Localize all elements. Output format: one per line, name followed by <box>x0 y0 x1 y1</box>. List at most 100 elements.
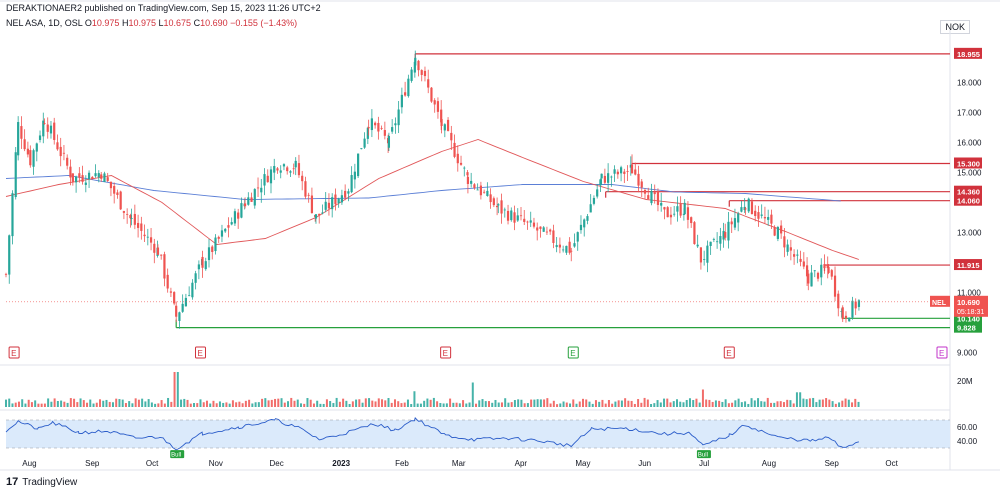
volume-bar <box>808 398 811 407</box>
volume-bar <box>173 372 176 407</box>
volume-bar <box>34 400 37 407</box>
volume-bar <box>257 402 260 407</box>
candle-body <box>417 60 420 71</box>
candle-body <box>724 232 727 238</box>
candle-body <box>211 246 214 253</box>
candle-body <box>555 245 558 248</box>
volume-bar <box>264 398 267 407</box>
candle-body <box>263 174 266 186</box>
candle-body <box>224 228 227 232</box>
volume-bar <box>345 400 348 407</box>
volume-bar <box>290 397 293 407</box>
candle-body <box>669 214 673 218</box>
volume-bar <box>543 399 546 407</box>
candle-body <box>516 215 519 221</box>
volume-bar <box>137 399 140 407</box>
volume-bar <box>66 402 69 407</box>
volume-bar <box>449 398 452 407</box>
candle-body <box>446 119 450 131</box>
volume-bar <box>118 399 121 407</box>
candle-body <box>497 204 500 206</box>
candle-body <box>292 168 295 170</box>
volume-bar <box>92 403 95 407</box>
candle-body <box>696 244 699 247</box>
volume-bar <box>8 398 11 407</box>
candle-body <box>204 261 207 270</box>
volume-bar <box>163 403 166 407</box>
footer: 17 TradingView <box>6 476 77 488</box>
moving-average-line <box>5 139 860 260</box>
level-label-box <box>954 312 982 324</box>
level-label: 9.828 <box>957 324 976 333</box>
volume-bar <box>685 399 688 407</box>
candle-body <box>122 211 126 213</box>
volume-bar <box>688 398 691 407</box>
candle-body <box>463 167 466 169</box>
y-tick-label: 11.000 <box>957 289 981 298</box>
earnings-marker-icon <box>936 346 948 359</box>
volume-bar <box>672 401 675 407</box>
last-price-countdown: 05:18:31 <box>957 309 984 316</box>
volume-bar <box>141 398 144 407</box>
volume-bar <box>335 397 338 407</box>
candle-body <box>197 264 200 270</box>
candle-body <box>188 295 191 297</box>
candle-body <box>532 222 536 227</box>
candle-body <box>573 243 576 247</box>
candle-body <box>727 221 730 241</box>
volume-bar <box>325 399 328 407</box>
volume-bar <box>176 372 179 407</box>
candle-body <box>653 192 656 195</box>
candle-body <box>629 164 632 168</box>
candle-body <box>706 245 709 263</box>
candle-body <box>17 122 20 156</box>
volume-bar <box>601 399 604 407</box>
volume-bar <box>747 403 750 407</box>
candle-body <box>294 160 297 168</box>
volume-bar <box>633 403 636 407</box>
candle-body <box>607 173 610 183</box>
candle-body <box>679 204 682 216</box>
candle-body <box>763 217 767 219</box>
volume-bar <box>838 402 841 407</box>
candle-body <box>603 175 606 183</box>
candle-body <box>109 181 113 189</box>
candle-body <box>757 212 760 219</box>
volume-bar <box>565 402 568 407</box>
candle-body <box>247 197 250 205</box>
y-tick-label: 17.000 <box>957 109 982 118</box>
candle-body <box>360 148 363 150</box>
volume-bar <box>627 400 630 407</box>
volume-bar <box>705 399 708 407</box>
volume-bar <box>199 399 202 407</box>
candle-body <box>153 243 156 253</box>
candle-body <box>619 167 623 174</box>
volume-bar <box>799 392 802 407</box>
candle-body <box>81 175 84 182</box>
volume-bar <box>374 401 377 407</box>
currency-button[interactable]: NOK <box>940 20 970 34</box>
candle-body <box>397 109 400 126</box>
candle-body <box>143 234 146 237</box>
candle-body <box>754 210 757 217</box>
volume-bar <box>620 400 623 407</box>
volume-bar <box>692 400 695 407</box>
candle-body <box>459 162 463 165</box>
volume-bar <box>526 403 529 407</box>
volume-bar <box>86 402 89 407</box>
close-value: 10.690 <box>200 18 228 28</box>
candle-body <box>770 214 773 224</box>
volume-bar <box>43 403 46 407</box>
volume-bar <box>776 401 779 407</box>
x-tick-label: Dec <box>269 459 283 468</box>
volume-bar <box>183 398 186 407</box>
candle-body <box>233 211 237 224</box>
candle-body <box>440 118 443 126</box>
candle-body <box>256 187 260 189</box>
volume-bar <box>530 399 533 407</box>
ohlc-legend: NEL ASA, 1D, OSL O10.975 H10.975 L10.675… <box>6 18 297 28</box>
volume-bar <box>462 400 465 407</box>
volume-bar <box>319 403 322 407</box>
rsi-band <box>6 420 950 448</box>
